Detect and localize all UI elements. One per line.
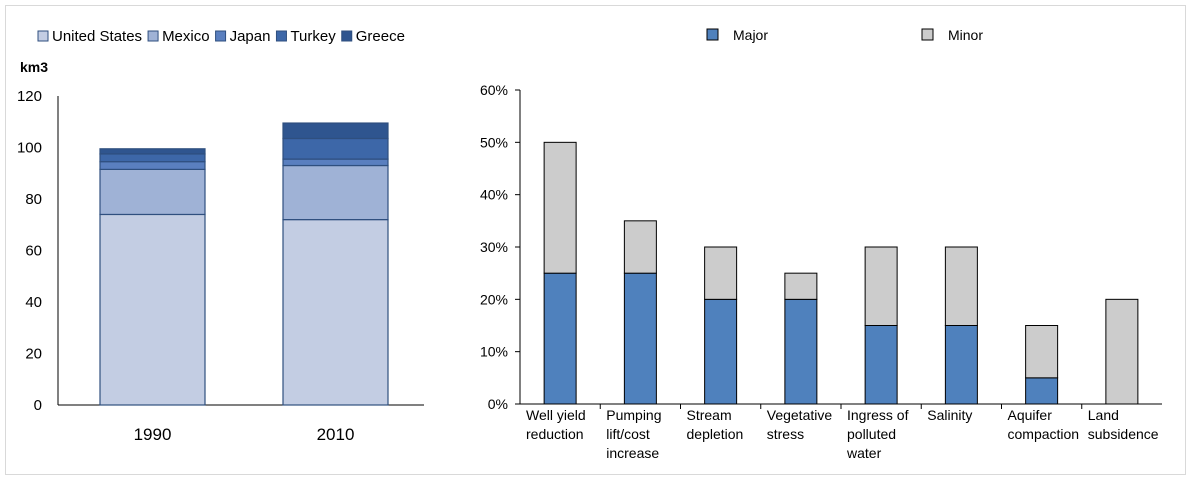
bar-segment-greece-2010 xyxy=(282,122,389,140)
bar-segment-minor-0 xyxy=(543,141,577,274)
x-tick-label: Land xyxy=(1088,407,1119,423)
legend-swatch-united-states xyxy=(37,30,49,42)
bar-segment-united-states-2010 xyxy=(282,219,389,406)
x-tick-label: depletion xyxy=(687,426,744,442)
legend-label-japan: Japan xyxy=(230,28,271,45)
bar-segment-major-5 xyxy=(944,325,978,405)
x-tick-label: lift/cost xyxy=(606,426,650,442)
legend-swatch-turkey xyxy=(275,30,287,42)
x-tick-label: polluted xyxy=(847,426,896,442)
bar-segment-minor-6 xyxy=(1025,325,1059,379)
x-tick-label: increase xyxy=(606,445,659,461)
bar-segment-mexico-2010 xyxy=(282,164,389,221)
x-tick-label: Ingress of xyxy=(847,407,909,423)
x-tick-label: 1990 xyxy=(134,425,172,444)
y-tick-label: 0 xyxy=(34,397,42,414)
y-tick-label: 40 xyxy=(25,294,42,311)
bar-segment-minor-4 xyxy=(864,246,898,326)
x-tick-label: compaction xyxy=(1008,426,1080,442)
x-tick-label: Aquifer xyxy=(1008,407,1053,423)
bar-segment-major-4 xyxy=(864,325,898,405)
legend-swatch-japan xyxy=(215,30,227,42)
bar-segment-minor-1 xyxy=(623,220,657,274)
x-tick-label: Stream xyxy=(687,407,732,423)
y-tick-label: 50% xyxy=(480,134,508,150)
y-tick-label: 20 xyxy=(25,346,42,363)
y-tick-label: 100 xyxy=(17,140,42,157)
y-tick-label: 60% xyxy=(480,82,508,98)
x-tick-label: Salinity xyxy=(927,407,972,423)
bar-segment-minor-2 xyxy=(704,246,738,300)
bar-segment-major-1 xyxy=(623,272,657,405)
x-tick-label: Vegetative xyxy=(767,407,833,423)
legend-label-greece: Greece xyxy=(356,28,405,45)
legend-swatch-minor xyxy=(921,28,934,41)
y-tick-label: 80 xyxy=(25,191,42,208)
bar-segment-major-6 xyxy=(1025,377,1059,405)
legend-label-turkey: Turkey xyxy=(290,28,336,45)
bar-segment-greece-1990 xyxy=(99,148,206,155)
x-tick-label: Well yield xyxy=(526,407,586,423)
bar-segment-major-0 xyxy=(543,272,577,405)
y-tick-label: 20% xyxy=(480,291,508,307)
legend-swatch-mexico xyxy=(147,30,159,42)
y-tick-label: 60 xyxy=(25,243,42,260)
y-tick-label: 0% xyxy=(488,396,508,412)
legend-label-mexico: Mexico xyxy=(162,28,210,45)
legend-label-minor: Minor xyxy=(948,27,983,43)
bar-segment-major-3 xyxy=(784,298,818,405)
bar-segment-united-states-1990 xyxy=(99,213,206,406)
x-tick-label: 2010 xyxy=(317,425,355,444)
x-tick-label: stress xyxy=(767,426,804,442)
legend-swatch-greece xyxy=(341,30,353,42)
y-tick-label: 120 xyxy=(17,88,42,105)
y-tick-label: 40% xyxy=(480,187,508,203)
figure-frame xyxy=(5,5,1186,475)
x-tick-label: water xyxy=(846,445,882,461)
x-tick-label: subsidence xyxy=(1088,426,1159,442)
legend-swatch-major xyxy=(706,28,719,41)
y-tick-label: 10% xyxy=(480,344,508,360)
x-tick-label: Pumping xyxy=(606,407,661,423)
bar-segment-mexico-1990 xyxy=(99,168,206,216)
legend-label-united-states: United States xyxy=(52,28,142,45)
bar-segment-minor-5 xyxy=(944,246,978,326)
legend-label-major: Major xyxy=(733,27,768,43)
bar-segment-minor-3 xyxy=(784,272,818,300)
bar-segment-minor-7 xyxy=(1105,298,1139,405)
bar-segment-major-2 xyxy=(704,298,738,405)
y-tick-label: 30% xyxy=(480,239,508,255)
x-tick-label: reduction xyxy=(526,426,584,442)
stacked-bar-chart-left: United States Mexico Japan Turkey Greece km3 0… xyxy=(17,28,424,444)
unit-label: km3 xyxy=(20,59,48,75)
